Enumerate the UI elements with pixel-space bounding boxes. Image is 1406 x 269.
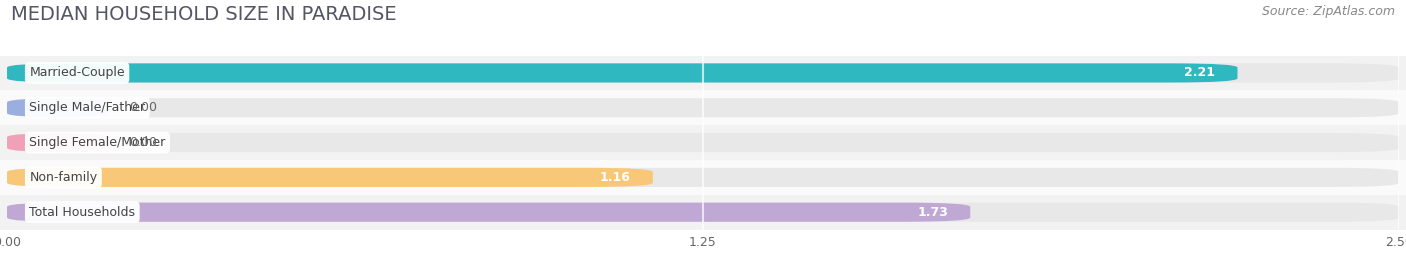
- Text: 1.73: 1.73: [917, 206, 948, 219]
- Text: 0.00: 0.00: [129, 101, 157, 114]
- Text: 2.21: 2.21: [1184, 66, 1215, 79]
- Bar: [0, 125, 1406, 160]
- FancyBboxPatch shape: [7, 203, 970, 222]
- FancyBboxPatch shape: [7, 133, 107, 152]
- Text: Single Male/Father: Single Male/Father: [30, 101, 145, 114]
- FancyBboxPatch shape: [7, 98, 107, 117]
- Bar: [0, 195, 1406, 230]
- Text: 1.16: 1.16: [600, 171, 631, 184]
- Bar: [0, 90, 1406, 125]
- FancyBboxPatch shape: [7, 133, 1399, 152]
- FancyBboxPatch shape: [7, 168, 1399, 187]
- Text: Total Households: Total Households: [30, 206, 135, 219]
- Text: Single Female/Mother: Single Female/Mother: [30, 136, 166, 149]
- FancyBboxPatch shape: [7, 98, 1399, 117]
- FancyBboxPatch shape: [7, 63, 1237, 83]
- Text: MEDIAN HOUSEHOLD SIZE IN PARADISE: MEDIAN HOUSEHOLD SIZE IN PARADISE: [11, 5, 396, 24]
- FancyBboxPatch shape: [7, 203, 1399, 222]
- Bar: [0, 160, 1406, 195]
- Text: Source: ZipAtlas.com: Source: ZipAtlas.com: [1261, 5, 1395, 18]
- Text: Non-family: Non-family: [30, 171, 97, 184]
- Bar: [0, 55, 1406, 90]
- Text: Married-Couple: Married-Couple: [30, 66, 125, 79]
- FancyBboxPatch shape: [7, 63, 1399, 83]
- FancyBboxPatch shape: [7, 168, 652, 187]
- Text: 0.00: 0.00: [129, 136, 157, 149]
